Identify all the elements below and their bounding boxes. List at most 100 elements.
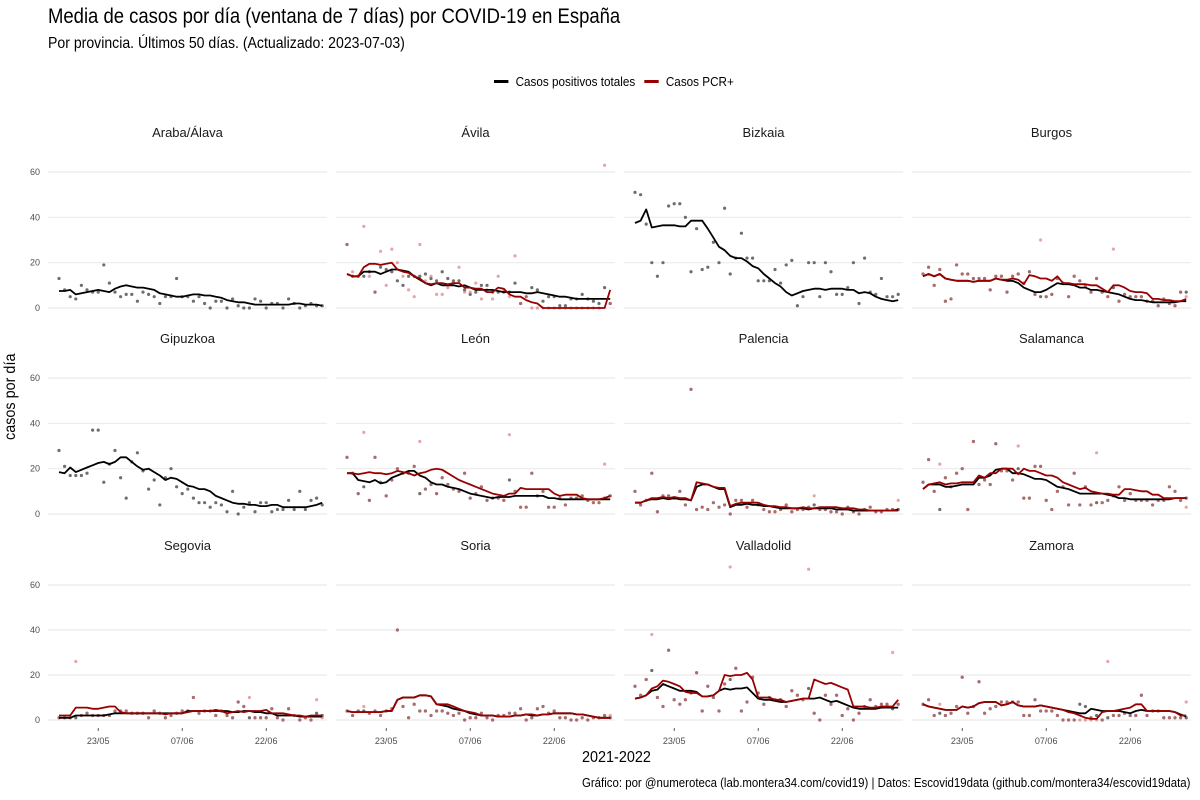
point-pcr bbox=[983, 478, 987, 482]
point-pcr bbox=[309, 718, 313, 722]
point-total bbox=[801, 295, 805, 299]
point-pcr bbox=[535, 707, 540, 711]
point-pcr bbox=[773, 510, 777, 514]
point-pcr bbox=[524, 295, 528, 299]
point-total bbox=[219, 299, 223, 303]
panel-title: Gipuzkoa bbox=[160, 331, 216, 346]
point-pcr bbox=[655, 510, 660, 514]
point-pcr bbox=[829, 510, 833, 514]
point-pcr bbox=[1128, 492, 1132, 496]
point-pcr bbox=[1173, 489, 1177, 493]
line-pcr bbox=[347, 467, 611, 501]
point-pcr bbox=[608, 301, 612, 306]
point-total bbox=[650, 261, 654, 265]
point-total bbox=[418, 492, 422, 496]
point-pcr bbox=[790, 689, 794, 693]
point-pcr bbox=[479, 711, 483, 715]
point-pcr bbox=[457, 489, 461, 493]
point-pcr bbox=[1016, 444, 1020, 448]
point-total bbox=[287, 297, 291, 301]
point-total bbox=[303, 507, 307, 512]
point-total bbox=[309, 498, 313, 502]
point-pcr bbox=[491, 297, 495, 301]
point-pcr bbox=[1089, 503, 1093, 507]
point-total bbox=[468, 292, 472, 296]
point-total bbox=[186, 487, 190, 491]
point-pcr bbox=[851, 718, 856, 722]
caption: Gráfico: por @numeroteca (lab.montera34.… bbox=[581, 775, 1190, 790]
point-pcr bbox=[362, 224, 366, 228]
point-pcr bbox=[315, 698, 319, 702]
point-total bbox=[846, 286, 850, 290]
point-total bbox=[717, 261, 721, 265]
point-pcr bbox=[457, 711, 461, 715]
point-pcr bbox=[429, 274, 433, 278]
point-total bbox=[507, 478, 511, 482]
point-total bbox=[208, 306, 212, 310]
point-pcr bbox=[1044, 498, 1048, 502]
point-total bbox=[113, 290, 117, 294]
legend: Casos positivos totales Casos PCR+ bbox=[494, 74, 743, 89]
point-pcr bbox=[745, 700, 749, 704]
point-pcr bbox=[440, 476, 444, 480]
point-total bbox=[68, 473, 72, 478]
point-pcr bbox=[407, 716, 411, 720]
point-pcr bbox=[966, 507, 970, 512]
y-tick-label: 20 bbox=[30, 670, 40, 680]
point-total bbox=[96, 290, 100, 294]
point-pcr bbox=[840, 512, 844, 516]
point-pcr bbox=[1100, 718, 1104, 722]
point-pcr bbox=[999, 700, 1004, 704]
point-pcr bbox=[1072, 718, 1076, 722]
point-pcr bbox=[535, 306, 540, 310]
point-pcr bbox=[191, 695, 195, 700]
point-pcr bbox=[1179, 290, 1183, 294]
point-pcr bbox=[147, 716, 151, 720]
point-pcr bbox=[1173, 716, 1177, 720]
point-pcr bbox=[960, 272, 964, 276]
point-pcr bbox=[507, 295, 511, 299]
point-pcr bbox=[440, 709, 444, 713]
point-pcr bbox=[451, 713, 455, 718]
point-pcr bbox=[463, 471, 467, 475]
point-total bbox=[158, 503, 162, 507]
panel-title: Soria bbox=[460, 538, 491, 553]
point-pcr bbox=[373, 455, 377, 459]
point-pcr bbox=[412, 295, 416, 299]
point-total bbox=[102, 263, 106, 267]
point-pcr bbox=[1106, 498, 1110, 502]
point-pcr bbox=[988, 288, 992, 292]
point-total bbox=[275, 507, 279, 512]
point-pcr bbox=[446, 482, 450, 487]
x-tick-label: 07/06 bbox=[747, 736, 770, 746]
point-total bbox=[158, 301, 162, 306]
point-pcr bbox=[734, 666, 738, 670]
point-pcr bbox=[74, 659, 78, 664]
point-pcr bbox=[1167, 485, 1171, 489]
panel-title: Palencia bbox=[739, 331, 790, 346]
point-pcr bbox=[734, 498, 738, 502]
point-total bbox=[463, 288, 467, 292]
point-pcr bbox=[960, 467, 964, 471]
line-pcr bbox=[635, 481, 899, 512]
point-total bbox=[259, 299, 263, 303]
panel-title: Araba/Álava bbox=[152, 125, 224, 140]
point-pcr bbox=[519, 301, 523, 306]
point-pcr bbox=[530, 716, 534, 720]
point-pcr bbox=[373, 290, 377, 294]
point-total bbox=[225, 306, 229, 310]
point-total bbox=[423, 272, 427, 276]
point-total bbox=[807, 686, 811, 691]
point-pcr bbox=[580, 716, 584, 720]
point-pcr bbox=[575, 718, 579, 722]
point-pcr bbox=[795, 693, 800, 697]
point-total bbox=[141, 290, 145, 294]
point-total bbox=[96, 428, 100, 432]
point-pcr bbox=[667, 648, 671, 652]
point-pcr bbox=[1050, 292, 1054, 296]
point-pcr bbox=[994, 274, 998, 278]
point-pcr bbox=[1039, 709, 1043, 713]
point-total bbox=[147, 487, 151, 491]
point-pcr bbox=[1083, 718, 1087, 722]
line-pcr bbox=[346, 694, 611, 719]
